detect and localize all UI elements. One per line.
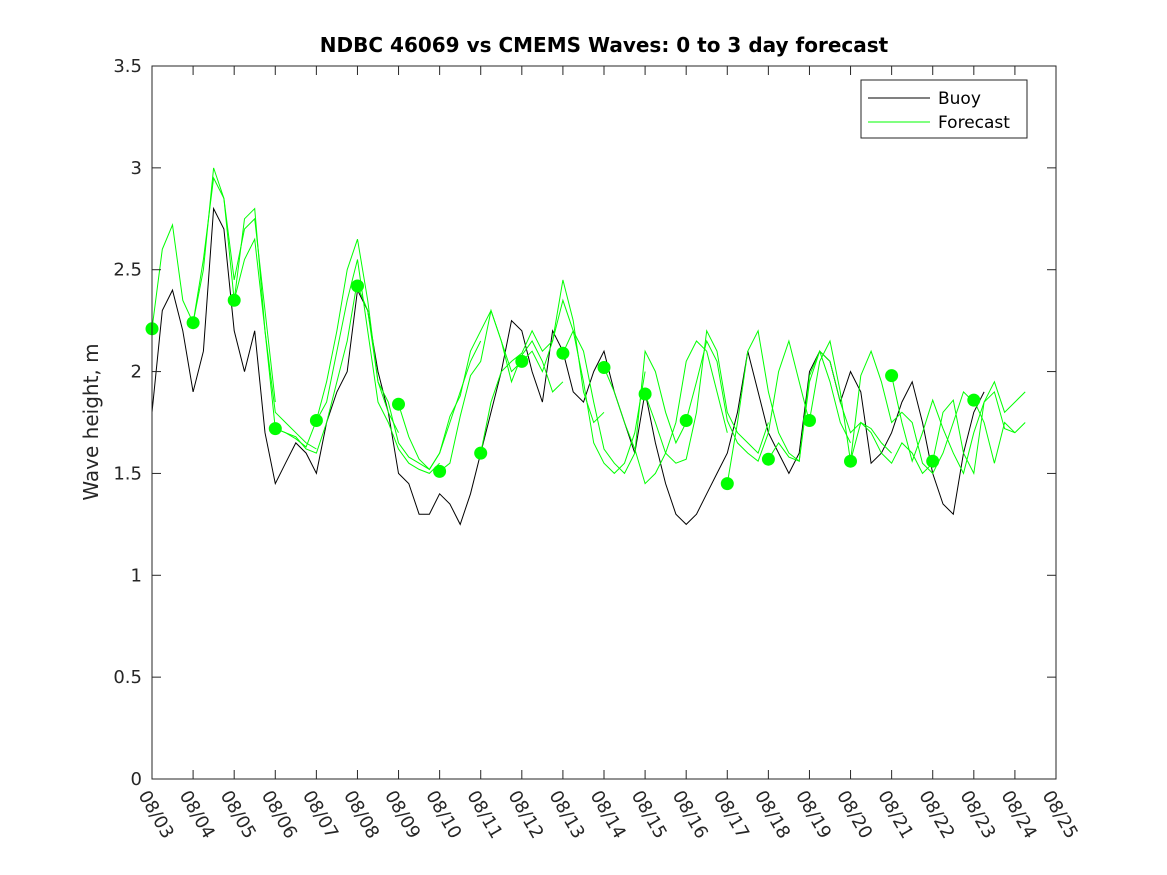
- legend-forecast-label: Forecast: [938, 113, 1010, 133]
- y-tick-label-1: 0.5: [113, 667, 142, 688]
- forecast-series-group: [151, 167, 1026, 485]
- legend-box: [860, 79, 1028, 139]
- forecast-marker-6: [392, 397, 405, 411]
- forecast-line-13: [685, 339, 810, 463]
- forecast-line-5: [357, 285, 482, 471]
- forecast-marker-19: [926, 454, 940, 468]
- forecast-marker-17: [844, 454, 857, 468]
- y-axis: 0 0.5 1 1.5 2 2.5 3 3.5: [113, 56, 1056, 790]
- forecast-line-18: [891, 375, 1016, 475]
- forecast-marker-5: [351, 279, 364, 293]
- forecast-marker-12: [638, 387, 652, 401]
- buoy-series: [151, 206, 985, 526]
- plot-area: [152, 66, 1056, 779]
- forecast-line-7: [439, 308, 564, 472]
- forecast-marker-1: [186, 316, 200, 330]
- forecast-marker-8: [474, 446, 488, 460]
- y-tick-label-2: 1: [131, 565, 142, 586]
- forecast-marker-4: [309, 414, 323, 427]
- forecast-line-12: [644, 329, 769, 464]
- y-tick-label-5: 2.5: [113, 260, 142, 281]
- forecast-line-0: [151, 176, 276, 403]
- y-axis-label: Wave height, m: [79, 343, 103, 500]
- forecast-marker-3: [268, 422, 282, 436]
- forecast-marker-13: [679, 414, 693, 427]
- forecast-marker-7: [433, 464, 447, 478]
- chart-title: NDBC 46069 vs CMEMS Waves: 0 to 3 day fo…: [320, 33, 889, 57]
- forecast-marker-10: [556, 346, 570, 360]
- forecast-line-14: [726, 329, 851, 484]
- forecast-line-9: [521, 298, 646, 475]
- forecast-line-17: [850, 349, 975, 475]
- legend-buoy-label: Buoy: [938, 89, 981, 109]
- y-tick-label-3: 1.5: [113, 463, 142, 484]
- y-tick-label-6: 3: [131, 158, 142, 179]
- forecast-marker-2: [227, 293, 241, 307]
- forecast-line-20: [973, 399, 1026, 464]
- forecast-line-19: [932, 380, 1026, 476]
- forecast-marker-11: [597, 361, 611, 374]
- forecast-marker-15: [761, 452, 775, 466]
- y-tick-label-7: 3.5: [113, 56, 142, 77]
- forecast-markers: [145, 279, 981, 491]
- forecast-line-4: [315, 259, 440, 474]
- buoy-line: [151, 206, 985, 526]
- forecast-line-8: [480, 279, 605, 454]
- forecast-line-2: [233, 237, 358, 454]
- forecast-line-1: [192, 167, 317, 450]
- forecast-marker-16: [803, 414, 816, 427]
- forecast-marker-14: [720, 477, 734, 491]
- forecast-marker-18: [885, 369, 899, 383]
- legend: Buoy Forecast: [860, 79, 1028, 139]
- forecast-line-16: [809, 339, 934, 475]
- forecast-line-10: [562, 329, 687, 475]
- forecast-marker-20: [967, 393, 981, 407]
- y-tick-label-4: 2: [131, 362, 142, 383]
- y-tick-label-0: 0: [131, 769, 142, 790]
- forecast-line-15: [767, 350, 892, 462]
- forecast-marker-9: [515, 354, 529, 368]
